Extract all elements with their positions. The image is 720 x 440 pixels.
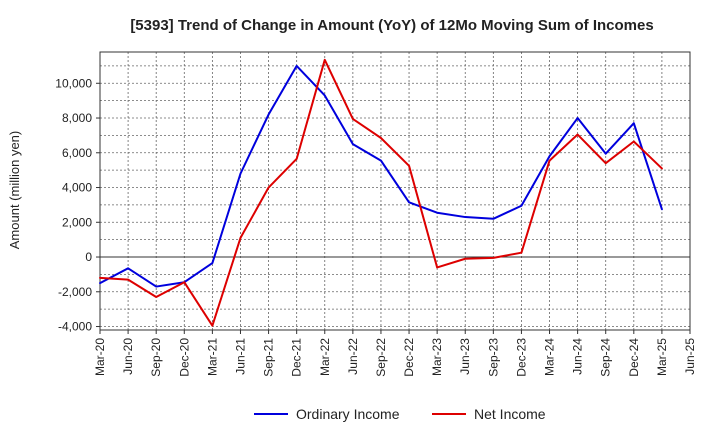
- x-tick-label: Mar-24: [543, 338, 557, 376]
- x-tick-label: Mar-22: [318, 338, 332, 376]
- x-tick-label: Dec-21: [290, 338, 304, 377]
- y-tick-label: 10,000: [55, 76, 92, 90]
- x-tick-label: Sep-21: [262, 338, 276, 377]
- legend-item-net-income: Net Income: [432, 406, 546, 422]
- y-tick-label: 0: [85, 250, 92, 264]
- x-tick-label: Sep-22: [374, 338, 388, 377]
- legend: Ordinary Income Net Income: [254, 406, 546, 422]
- y-tick-label: -4,000: [58, 320, 92, 334]
- y-tick-label: -2,000: [58, 285, 92, 299]
- x-tick-label: Mar-25: [655, 338, 669, 376]
- x-tick-label: Mar-21: [205, 338, 219, 376]
- x-tick-label: Sep-24: [599, 338, 613, 377]
- y-tick-label: 2,000: [62, 215, 92, 229]
- legend-label: Net Income: [474, 406, 546, 422]
- y-axis-label: Amount (million yen): [7, 131, 22, 250]
- x-tick-label: Mar-23: [430, 338, 444, 376]
- y-tick-label: 8,000: [62, 111, 92, 125]
- series-line-net-income: [99, 58, 663, 327]
- plot-area: -4,000 -2,000 0 2,000 4,000 6,000 8,000 10,000 M…: [55, 51, 697, 377]
- x-tick-label: Sep-23: [486, 338, 500, 377]
- x-tick-label: Jun-22: [346, 338, 360, 375]
- legend-label: Ordinary Income: [296, 406, 400, 422]
- chart-title: [5393] Trend of Change in Amount (YoY) o…: [130, 17, 653, 34]
- series-line-ordinary-income: [99, 64, 663, 288]
- x-tick-label: Jun-21: [233, 338, 247, 375]
- x-tick-label: Dec-20: [177, 338, 191, 377]
- x-tick-label: Dec-22: [402, 338, 416, 377]
- x-tick-label: Dec-23: [514, 338, 528, 377]
- plot-frame: [99, 51, 691, 331]
- plot-background: [100, 52, 690, 330]
- x-tick-label: Mar-20: [93, 338, 107, 376]
- legend-item-ordinary-income: Ordinary Income: [254, 406, 400, 422]
- x-tick-label: Jun-25: [683, 338, 697, 375]
- x-tick-label: Sep-20: [149, 338, 163, 377]
- y-tick-label: 6,000: [62, 146, 92, 160]
- x-tick-label: Jun-23: [458, 338, 472, 375]
- x-tick-label: Dec-24: [627, 338, 641, 377]
- x-tick-label: Jun-24: [571, 338, 585, 375]
- y-tick-label: 4,000: [62, 181, 92, 195]
- x-tick-label: Jun-20: [121, 338, 135, 375]
